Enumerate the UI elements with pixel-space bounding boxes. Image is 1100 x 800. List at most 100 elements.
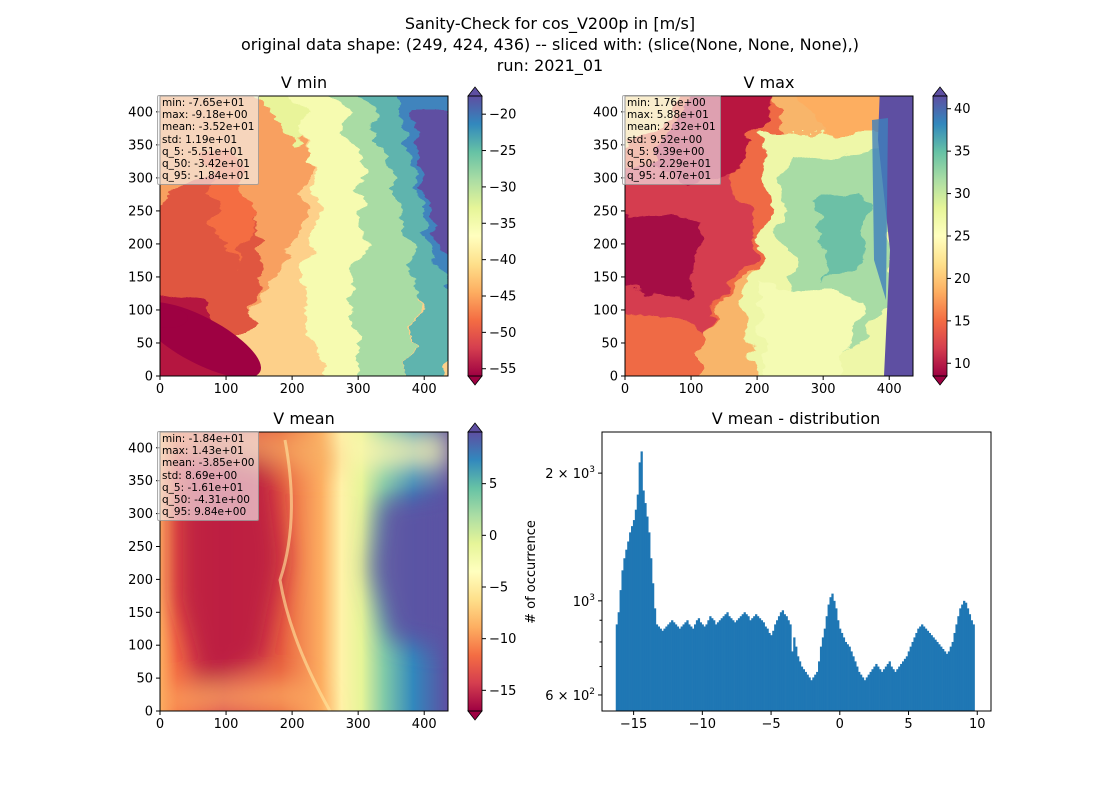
histogram-bar — [684, 622, 687, 711]
histogram-bar — [699, 622, 702, 711]
distribution-ylabel: # of occurrence — [524, 520, 539, 624]
vmax-title: V max — [744, 73, 795, 92]
y-tick-label: 350 — [128, 474, 153, 489]
colorbar-tick-label: −55 — [489, 362, 516, 377]
histogram-bar — [955, 624, 958, 711]
histogram-bar — [697, 618, 701, 711]
histogram-bar — [880, 671, 884, 711]
y-tick-label: 0 — [145, 705, 153, 720]
x-tick-label: 300 — [346, 717, 371, 732]
colorbar-tick-label: −35 — [489, 217, 516, 232]
histogram-bar — [766, 628, 769, 711]
histogram-bar — [900, 663, 903, 711]
histogram-bar — [762, 622, 765, 711]
histogram-bar — [785, 616, 788, 711]
histogram-bar — [907, 651, 910, 711]
colorbar-tick-label: 40 — [954, 102, 971, 117]
histogram-bar — [842, 637, 846, 711]
histogram-bar — [718, 620, 722, 711]
histogram-bar — [629, 532, 632, 711]
histogram-bar — [686, 620, 689, 711]
histogram-bar — [644, 503, 647, 711]
histogram-bar — [808, 677, 811, 711]
stat-line: std: 1.19e+01 — [162, 133, 238, 146]
y-tick-label: 400 — [593, 105, 618, 120]
stat-line: q_5: -5.51e+01 — [162, 145, 244, 158]
histogram-bar — [657, 626, 660, 711]
colorbar-tick-label: 25 — [954, 230, 971, 245]
histogram-bar — [739, 616, 743, 711]
x-tick-label: 0 — [836, 717, 844, 732]
x-tick-label: 400 — [412, 717, 437, 732]
histogram-bar — [627, 541, 630, 711]
histogram-bar — [722, 616, 725, 711]
stat-line: q_95: -1.84e+01 — [162, 170, 250, 183]
histogram-bar — [942, 649, 945, 711]
vmean-stats-box: min: -1.84e+01 max: 1.43e+01 mean: -3.85… — [157, 431, 260, 522]
colorbar-tick-label: 0 — [489, 529, 497, 544]
histogram-bar — [951, 641, 954, 711]
x-tick-label: 100 — [214, 717, 239, 732]
colorbar-gradient — [468, 432, 482, 711]
x-tick-label: 100 — [214, 382, 239, 397]
histogram-bar — [806, 674, 809, 711]
vmax-stats-box: min: 1.76e+00 max: 5.88e+01 mean: 2.32e+… — [622, 95, 721, 186]
histogram-bar — [903, 658, 907, 711]
y-tick-label: 400 — [128, 105, 153, 120]
histogram-bar — [713, 620, 716, 711]
colorbar-tick-label: 20 — [954, 272, 971, 287]
colorbar-tick-label: 5 — [489, 477, 497, 492]
histogram-bar — [632, 520, 636, 711]
histogram-bar — [747, 616, 750, 711]
histogram-bar — [621, 570, 624, 711]
colorbar-tick-label: −30 — [489, 180, 516, 195]
histogram-bar — [709, 616, 712, 711]
vmax-axes-ticks: 0 100 200 300 400 0 50 100 150 200 250 300 350 400 — [593, 105, 901, 397]
vmin-axes-frame — [159, 95, 449, 377]
histogram-bar — [884, 666, 888, 711]
histogram-bar — [743, 612, 746, 711]
stat-line: max: 5.88e+01 — [627, 109, 709, 122]
stat-line: q_95: 9.84e+00 — [162, 506, 247, 519]
histogram-bar — [716, 622, 720, 711]
y-tick-label: 150 — [128, 270, 153, 285]
histogram-bar — [812, 677, 815, 711]
x-tick-label: 200 — [280, 382, 305, 397]
histogram-bar — [877, 666, 880, 711]
histogram-bar — [781, 610, 785, 711]
histogram-bar — [625, 549, 628, 711]
histogram-bar — [961, 604, 964, 711]
histogram-bar — [678, 628, 681, 711]
histogram-bar — [777, 616, 781, 711]
histogram-bar — [653, 608, 657, 711]
histogram-bar — [894, 671, 897, 711]
histogram-bar — [787, 620, 790, 711]
histogram-bar — [865, 677, 868, 711]
histogram-bar — [730, 618, 733, 711]
stat-line: q_5: 9.39e+00 — [627, 145, 705, 158]
histogram-bar — [768, 632, 771, 711]
histogram-bar — [615, 624, 619, 711]
vmean-axes-frame — [159, 431, 449, 712]
stat-line: min: 1.76e+00 — [627, 97, 706, 109]
y-tick-label: 150 — [593, 270, 618, 285]
histogram-bar — [770, 635, 773, 711]
histogram-bar — [930, 635, 933, 711]
stat-line: mean: -3.52e+01 — [162, 121, 255, 134]
histogram-bar — [940, 646, 943, 711]
stat-line: min: -1.84e+01 — [162, 433, 245, 445]
y-tick-label: 100 — [128, 639, 153, 654]
colorbar-gradient — [933, 96, 947, 376]
histogram-bar — [840, 632, 844, 711]
stat-line: q_5: -1.61e+01 — [162, 481, 244, 494]
histogram-bar — [774, 624, 777, 711]
x-tick-label: 300 — [811, 382, 836, 397]
histogram-bar — [879, 669, 882, 711]
histogram-bar — [873, 666, 876, 711]
histogram-bar — [680, 626, 683, 711]
histogram-bar — [972, 624, 975, 711]
histogram-bar — [672, 622, 676, 711]
colorbar-tick-label: 35 — [954, 145, 971, 160]
histogram-bar — [692, 628, 695, 711]
histogram-bar — [844, 641, 847, 711]
